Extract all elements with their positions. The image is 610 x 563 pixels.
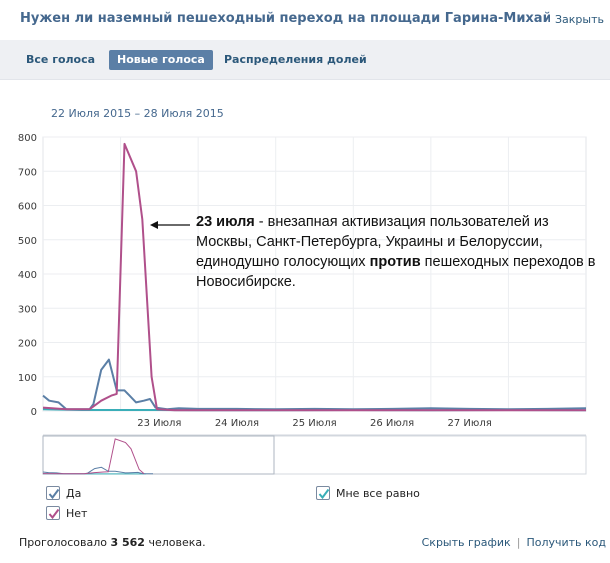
x-tick-label: 24 Июля [215, 418, 259, 429]
votes-chart: 0 100 200 300 400 500 600 700 800 23 Июля 24 Июля 2… [18, 133, 587, 475]
y-tick-label: 700 [18, 167, 37, 178]
annotation-text-1: - внезапная активизация пользователей из… [196, 214, 549, 270]
y-tick-label: 100 [18, 373, 37, 384]
annotation-text-2: пешеходных переходов в Новосибирске. [196, 254, 596, 290]
x-tick-label: 25 Июля [292, 418, 336, 429]
y-tick-label: 400 [18, 270, 37, 281]
get-code-link[interactable]: Получить код [526, 536, 606, 549]
poll-title: Нужен ли наземный пешеходный переход на … [20, 11, 550, 26]
checkbox-no[interactable] [46, 506, 60, 520]
voted-suffix: человека. [144, 536, 206, 549]
close-link[interactable]: Закрыть [555, 13, 604, 26]
y-tick-label: 0 [31, 407, 37, 418]
chart-axis-labels: 0 100 200 300 400 500 600 700 800 23 Июля 24 Июля 2… [18, 133, 492, 429]
annotation-date: 23 июля [196, 214, 255, 230]
dialog-header: Нужен ли наземный пешеходный переход на … [0, 0, 610, 40]
overview-line-1 [42, 438, 145, 475]
x-tick-label: 23 Июля [137, 418, 181, 429]
tab-all-votes[interactable]: Все голоса [26, 53, 96, 66]
voted-prefix: Проголосовало [19, 536, 111, 549]
y-tick-label: 300 [18, 304, 37, 315]
check-icon [48, 488, 60, 500]
overview-selection[interactable] [42, 435, 275, 475]
chart-annotation: 23 июля - внезапная активизация пользова… [196, 212, 596, 292]
chart-overview [42, 435, 587, 475]
x-tick-label: 26 Июля [370, 418, 414, 429]
y-tick-label: 600 [18, 202, 37, 213]
series-line-0 [42, 358, 587, 411]
voted-count: 3 562 [110, 536, 145, 549]
annotation-emphasis: против [369, 254, 421, 270]
series-line-1 [42, 142, 586, 412]
annotation-arrow [150, 221, 190, 229]
date-range: 22 Июля 2015 – 28 Июля 2015 [51, 107, 224, 120]
tab-new-votes[interactable]: Новые голоса [109, 50, 213, 70]
legend-label-yes: Да [66, 487, 82, 500]
x-tick-label: 27 Июля [448, 418, 492, 429]
chart-series [42, 142, 587, 412]
legend-label-no: Нет [66, 507, 88, 520]
footer-links: Скрыть график | Получить код [422, 536, 606, 549]
y-tick-label: 500 [18, 236, 37, 247]
checkbox-yes[interactable] [46, 486, 60, 500]
y-tick-label: 800 [18, 133, 37, 144]
legend-label-indifferent: Мне все равно [336, 487, 420, 500]
y-tick-label: 200 [18, 339, 37, 350]
check-icon [48, 508, 60, 520]
voted-summary: Проголосовало 3 562 человека. [19, 536, 206, 549]
check-icon [318, 488, 330, 500]
footer-separator: | [516, 536, 521, 549]
hide-chart-link[interactable]: Скрыть график [421, 536, 511, 549]
tab-share-distribution[interactable]: Распределения долей [224, 53, 367, 66]
checkbox-indifferent[interactable] [316, 486, 330, 500]
tabs-bar: Все голоса Новые голоса Распределения до… [0, 40, 610, 80]
